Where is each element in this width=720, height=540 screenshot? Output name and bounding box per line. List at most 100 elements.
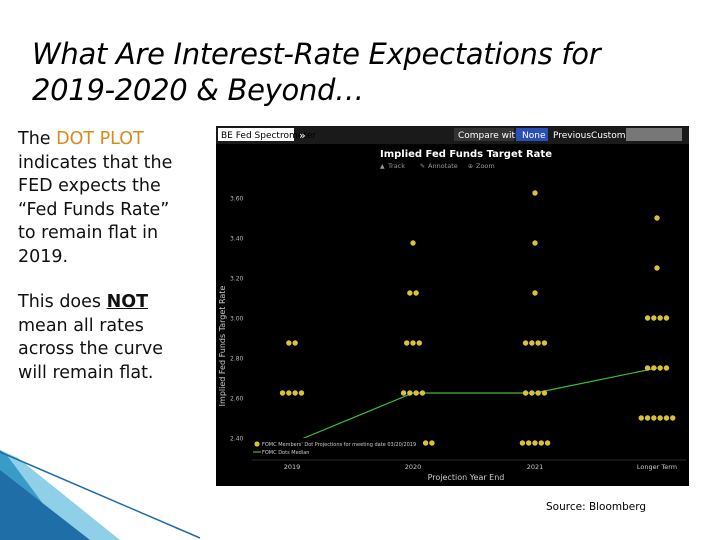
dot-point	[410, 340, 416, 346]
y-axis-label: Implied Fed Funds Target Rate	[218, 286, 227, 407]
x-axis-ticks: 2019 2020 2021 Longer Term	[252, 459, 686, 471]
app-arrows: »	[299, 129, 306, 142]
dot-point	[532, 240, 538, 246]
dot-point	[663, 415, 670, 421]
para2-prefix: This does	[18, 292, 107, 312]
body-text: The DOT PLOT indicates that the FED expe…	[18, 128, 188, 385]
dot-point	[532, 440, 538, 446]
app-label-box	[218, 128, 294, 141]
dot-point	[644, 415, 651, 421]
dot-point	[663, 315, 670, 321]
option-annotate-icon: ✎	[420, 163, 425, 170]
corner-shape-dark	[0, 470, 90, 540]
corner-line	[0, 451, 200, 539]
dot-point	[541, 390, 548, 396]
source-note: Source: Bloomberg	[546, 501, 647, 513]
not-emphasis: NOT	[106, 292, 149, 312]
x-tick-label: Longer Term	[637, 463, 677, 471]
dot-point	[651, 315, 657, 321]
dot-point	[416, 340, 422, 346]
compare-option-none[interactable]	[516, 128, 548, 141]
chart-options: ▲ Track ✎ Annotate ⊕ Zoom	[380, 162, 495, 170]
dot-plot-highlight: DOT PLOT	[56, 129, 144, 149]
median-line	[291, 367, 658, 444]
dot-point	[644, 315, 651, 321]
compare-option-previous[interactable]: Previous	[553, 131, 591, 141]
para1-rest: indicates that the FED expects the “Fed …	[18, 152, 173, 267]
dot-point	[535, 340, 541, 346]
legend-dots-label: FOMC Members' Dot Projections for meetin…	[262, 442, 416, 448]
dot-point	[519, 440, 526, 446]
y-tick-label: 3.00	[230, 316, 244, 323]
y-tick-label: 2.40	[230, 436, 244, 443]
dot-point	[279, 390, 286, 396]
dot-point	[532, 290, 538, 296]
dot-point	[292, 390, 298, 396]
dot-point	[522, 340, 529, 346]
dot-point	[422, 440, 429, 446]
dot-point	[410, 240, 416, 246]
dot-point	[529, 390, 535, 396]
dot-plot-chart: BE Fed Spectrometer » Compare with None …	[216, 126, 689, 482]
chart-title: Implied Fed Funds Target Rate	[380, 149, 552, 160]
dot-point	[429, 440, 435, 446]
compare-option-custom[interactable]: Custom	[591, 131, 625, 141]
title-line-2: 2019-2020 & Beyond…	[32, 73, 364, 107]
bloomberg-chart-panel: BE Fed Spectrometer » Compare with None …	[216, 126, 689, 486]
x-tick-label: 2019	[284, 463, 301, 471]
legend-box	[252, 438, 422, 458]
toolbar-input-box[interactable]	[626, 128, 682, 141]
x-tick-label: 2021	[527, 463, 544, 471]
option-track[interactable]: Track	[387, 162, 405, 170]
para2-rest: mean all rates across the curve will rem…	[18, 315, 163, 383]
x-tick-label: 2020	[405, 463, 422, 471]
x-axis-label: Projection Year End	[428, 473, 505, 482]
app-label: BE Fed Spectrometer	[221, 131, 316, 141]
dot-point	[286, 340, 292, 346]
dot-point	[529, 340, 535, 346]
compare-label: Compare with	[458, 131, 521, 141]
dot-point	[654, 215, 660, 221]
dots-layer	[257, 190, 676, 446]
para1-prefix: The	[18, 129, 57, 149]
legend-dot-marker	[254, 441, 260, 447]
dot-point	[407, 390, 413, 396]
dot-point	[522, 390, 529, 396]
chart-legend: FOMC Members' Dot Projections for meetin…	[252, 438, 422, 458]
dot-point	[541, 340, 548, 346]
dot-point	[670, 415, 676, 421]
y-tick-label: 2.80	[230, 356, 244, 363]
dot-point	[413, 390, 419, 396]
option-zoom-icon: ⊕	[468, 163, 473, 170]
title-line-1: What Are Interest-Rate Expectations for	[32, 37, 601, 71]
dot-point	[298, 390, 305, 396]
dot-point	[654, 265, 660, 271]
compare-label-box	[454, 128, 514, 141]
dot-point	[657, 415, 663, 421]
dot-point	[538, 440, 544, 446]
dot-point	[644, 365, 651, 371]
dot-point	[651, 415, 657, 421]
slide-title: What Are Interest-Rate Expectations for …	[32, 36, 692, 108]
dot-point	[413, 290, 419, 296]
dot-point	[292, 340, 298, 346]
dot-point	[404, 340, 410, 346]
compare-option-none-label: None	[522, 131, 546, 141]
paragraph-1: The DOT PLOT indicates that the FED expe…	[18, 128, 188, 269]
dot-point	[532, 190, 538, 196]
dot-point	[544, 440, 551, 446]
legend-median-label: FOMC Dots Median	[262, 450, 309, 456]
y-tick-label: 2.60	[230, 396, 244, 403]
dot-point	[663, 365, 670, 371]
dot-point	[526, 440, 532, 446]
dot-point	[407, 290, 413, 296]
dot-point	[638, 415, 644, 421]
option-zoom[interactable]: Zoom	[476, 162, 495, 170]
y-tick-label: 3.60	[230, 196, 244, 203]
option-annotate[interactable]: Annotate	[428, 162, 458, 170]
corner-decoration	[0, 450, 200, 540]
y-axis-ticks: 2.40 2.60 2.80 3.00 3.20 3.40 3.60	[230, 196, 244, 443]
dot-point	[286, 390, 292, 396]
dot-point	[400, 390, 407, 396]
paragraph-2: This does NOT mean all rates across the …	[18, 291, 188, 385]
